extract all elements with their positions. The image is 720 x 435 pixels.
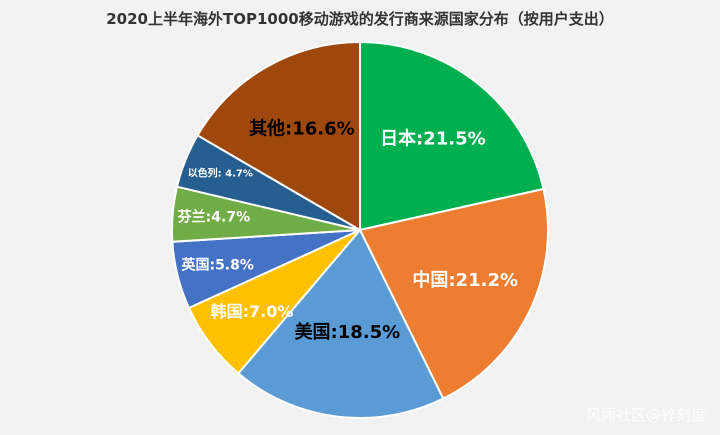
pie-slice-1 — [358, 187, 549, 400]
pie-slice-2 — [236, 228, 445, 419]
pie-label-0: 日本:21.5% — [380, 128, 486, 150]
pie-label-1: 中国:21.2% — [412, 269, 518, 291]
pie-label-3: 韩国:7.0% — [211, 302, 294, 321]
pie-label-6: 以色列: 4.7% — [188, 167, 253, 180]
watermark: 风闻社区@锌刻度 — [585, 406, 706, 424]
pie-slice-7 — [196, 40, 361, 232]
pie-label-4: 英国:5.8% — [180, 257, 253, 274]
pie-label-5: 芬兰:4.7% — [177, 209, 250, 226]
pie-label-2: 美国:18.5% — [295, 321, 401, 343]
pie-slice-0 — [359, 40, 545, 232]
pie-label-7: 其他:16.6% — [249, 117, 355, 139]
chart-title: 2020上半年海外TOP1000移动游戏的发行商来源国家分布（按用户支出） — [106, 10, 614, 28]
